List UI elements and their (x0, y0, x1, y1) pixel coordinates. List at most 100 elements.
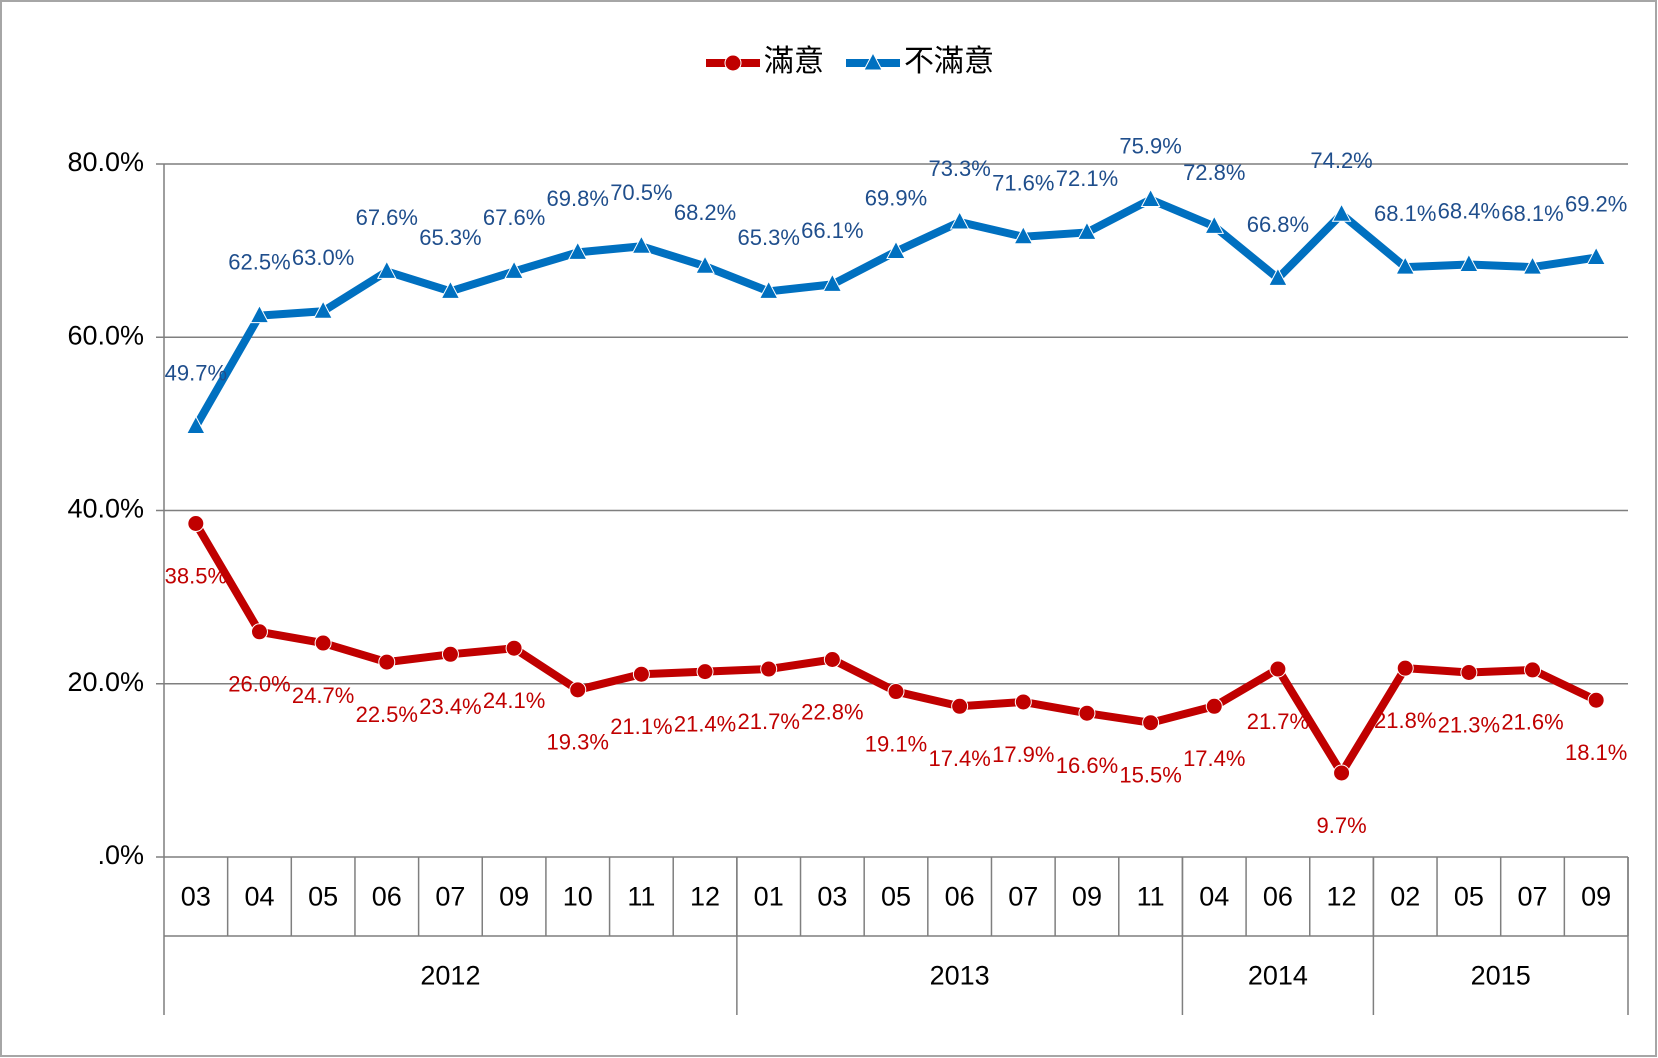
data-label: 67.6% (483, 205, 545, 230)
point-marker (569, 681, 587, 699)
x-tick-label: 04 (1199, 882, 1229, 912)
data-label: 49.7% (165, 360, 227, 385)
data-label: 73.3% (928, 156, 990, 181)
data-label: 74.2% (1310, 148, 1372, 173)
point-marker (1269, 660, 1287, 678)
x-tick-label: 09 (1581, 882, 1611, 912)
x-tick-label: 03 (181, 882, 211, 912)
point-marker (760, 660, 778, 678)
point-marker (1078, 704, 1096, 722)
data-label: 66.8% (1247, 212, 1309, 237)
data-label: 21.4% (674, 711, 736, 736)
point-marker (1331, 203, 1352, 222)
data-label: 68.1% (1501, 201, 1563, 226)
point-marker (1140, 188, 1161, 208)
point-marker (314, 634, 332, 652)
x-tick-label: 12 (690, 882, 720, 912)
x-tick-label: 11 (1137, 882, 1165, 912)
data-label: 17.4% (1183, 746, 1245, 771)
x-tick-label: 11 (627, 882, 655, 912)
point-marker (1268, 267, 1288, 286)
data-label: 63.0% (292, 245, 354, 270)
point-marker (724, 54, 742, 72)
point-marker (378, 653, 396, 671)
point-marker (1459, 253, 1479, 272)
data-label: 21.7% (1247, 709, 1309, 734)
point-marker (1013, 225, 1034, 245)
data-label: 69.2% (1565, 191, 1627, 216)
point-marker (441, 645, 459, 663)
data-label: 68.1% (1374, 201, 1436, 226)
point-marker (949, 210, 970, 230)
data-label: 68.4% (1438, 198, 1500, 223)
data-label: 24.1% (483, 688, 545, 713)
x-tick-label: 12 (1327, 882, 1357, 912)
y-tick-label: .0% (97, 840, 144, 870)
data-label: 62.5% (228, 249, 290, 274)
x-tick-label: 01 (754, 882, 784, 912)
data-label: 21.3% (1438, 712, 1500, 737)
data-label: 71.6% (992, 171, 1054, 196)
point-marker (1077, 221, 1097, 240)
data-label: 65.3% (738, 225, 800, 250)
data-label: 65.3% (419, 225, 481, 250)
point-marker (567, 241, 588, 260)
data-label: 67.6% (356, 205, 418, 230)
data-label: 72.8% (1183, 160, 1245, 185)
point-marker (250, 623, 268, 641)
legend-label: 不滿意 (904, 45, 994, 78)
point-marker (376, 260, 397, 279)
data-label: 75.9% (1119, 133, 1181, 158)
x-group-label: 2014 (1248, 961, 1308, 991)
x-tick-label: 05 (1454, 882, 1484, 912)
data-label: 72.1% (1056, 166, 1118, 191)
point-marker (695, 255, 715, 274)
y-tick-label: 20.0% (67, 667, 144, 697)
x-tick-label: 06 (372, 882, 402, 912)
x-tick-label: 03 (817, 882, 847, 912)
data-label: 22.5% (356, 702, 418, 727)
x-tick-label: 09 (1072, 882, 1102, 912)
point-marker (1586, 246, 1607, 266)
y-tick-label: 40.0% (67, 494, 144, 524)
point-marker (1205, 697, 1223, 715)
data-label: 68.2% (674, 200, 736, 225)
x-tick-label: 09 (499, 882, 529, 912)
point-marker (1333, 764, 1351, 782)
point-marker (1204, 215, 1225, 234)
point-marker (1587, 691, 1605, 709)
legend-label: 滿意 (764, 45, 824, 78)
point-marker (249, 304, 270, 324)
point-marker (505, 639, 523, 657)
point-marker (1396, 659, 1414, 677)
point-marker (951, 697, 969, 715)
point-marker (185, 415, 206, 434)
point-marker (440, 280, 461, 299)
point-marker (1460, 663, 1478, 681)
data-label: 69.8% (547, 186, 609, 211)
x-group-label: 2015 (1471, 961, 1531, 991)
point-marker (696, 663, 714, 681)
data-label: 21.6% (1501, 710, 1563, 735)
data-label: 21.8% (1374, 708, 1436, 733)
x-tick-label: 06 (945, 882, 975, 912)
data-label: 21.1% (610, 714, 672, 739)
x-tick-label: 05 (881, 882, 911, 912)
x-tick-label: 07 (1008, 882, 1038, 912)
data-label: 23.4% (419, 694, 481, 719)
data-label: 16.6% (1056, 753, 1118, 778)
point-marker (504, 260, 524, 279)
data-label: 70.5% (610, 180, 672, 205)
point-marker (823, 650, 841, 668)
data-label: 19.3% (547, 730, 609, 755)
data-label: 9.7% (1316, 813, 1366, 838)
x-tick-label: 05 (308, 882, 338, 912)
x-tick-label: 04 (244, 882, 274, 912)
data-label: 22.8% (801, 699, 863, 724)
x-tick-label: 02 (1390, 882, 1420, 912)
data-label: 21.7% (738, 709, 800, 734)
data-label: 17.4% (928, 746, 990, 771)
data-label: 24.7% (292, 683, 354, 708)
point-marker (632, 665, 650, 683)
